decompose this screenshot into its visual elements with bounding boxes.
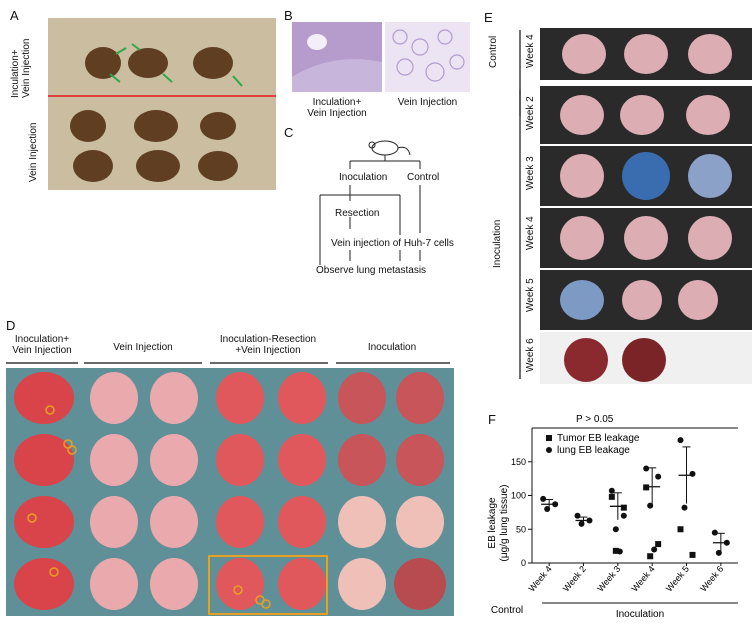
tissue-b2 <box>134 110 178 142</box>
lung-point <box>655 473 662 480</box>
he-image-right <box>385 22 470 92</box>
node-inoculation: Inoculation <box>339 172 388 183</box>
lung-point <box>620 512 627 519</box>
lung-grid <box>14 372 446 610</box>
panel-a-photo <box>48 18 276 190</box>
x-axis: Week 4 Week 2 Week 3 Week 4 Week 5 Week 6 <box>527 562 738 594</box>
panel-c-label: C <box>284 125 294 140</box>
panel-f-chart: P > 0.05 Tumor EB leakage lung EB leakag… <box>487 414 738 620</box>
e-week-label-2: Week 3 <box>525 156 536 190</box>
lung-point <box>689 470 696 477</box>
panel-a-row2-label: Vein Injection <box>28 122 39 183</box>
tissue-c3 <box>198 151 238 181</box>
panel-e-label: E <box>484 10 493 25</box>
lung-point <box>574 512 581 519</box>
group-label-4: Inoculation <box>367 342 417 353</box>
e-control-label: Control <box>488 35 499 68</box>
x-tick-label: Week 4 <box>630 564 657 594</box>
group-label-2: Vein Injection <box>113 342 173 353</box>
flow-lines <box>319 155 421 265</box>
panel-e-figure <box>519 28 752 384</box>
y-axis-label-line2: (μg/g lung tissue) <box>499 485 510 562</box>
lung-point <box>540 495 547 502</box>
tumor-point <box>689 551 696 558</box>
lung-point <box>612 526 619 533</box>
tumor-point <box>612 547 619 554</box>
y-tick-label: 0 <box>521 558 526 568</box>
x-tick-label: Week 2 <box>561 564 588 594</box>
e-week-label-3: Week 4 <box>525 216 536 250</box>
legend-tumor-label: Tumor EB leakage <box>557 433 640 444</box>
highlight-box <box>208 555 328 615</box>
e-inoculation-label: Inoculation <box>492 219 503 268</box>
lung-point <box>677 437 684 444</box>
tumor-circles <box>27 405 271 609</box>
chart-marks <box>540 437 730 560</box>
legend-circle-marker <box>546 447 552 453</box>
legend-lung-label: lung EB leakage <box>557 445 630 456</box>
tumor-point <box>677 526 684 533</box>
lung-point <box>711 529 718 536</box>
e-lungs <box>560 34 732 382</box>
panel-a-tissues <box>48 43 276 182</box>
tissue-a1 <box>85 47 121 79</box>
y-tick-label: 50 <box>516 524 526 534</box>
tissue-c2 <box>136 150 180 182</box>
x-tick-label: Week 3 <box>595 564 622 594</box>
tissue-a3 <box>193 47 233 79</box>
panel-b-label: B <box>284 8 293 23</box>
lung-point <box>643 465 650 472</box>
panel-a-label: A <box>10 8 19 23</box>
tumor-point <box>620 504 627 511</box>
tumor-point <box>608 493 615 500</box>
mouse-icon <box>368 140 411 156</box>
pvalue-text: P > 0.05 <box>576 414 614 425</box>
tissue-b1 <box>70 110 106 142</box>
group-label-1: Inoculation+ Vein Injection <box>12 334 72 356</box>
panel-f-label: F <box>488 412 496 427</box>
green-arrows <box>109 43 243 87</box>
group-underlines <box>6 362 450 364</box>
panel-c-flowchart <box>319 140 421 265</box>
node-observe: Observe lung metastasis <box>316 265 427 276</box>
lung-point <box>608 487 615 494</box>
legend-square-marker <box>546 435 552 441</box>
lung-point <box>651 546 658 553</box>
x-tick-label: Week 4 <box>527 564 554 594</box>
y-axis-label-line1: EB leakage <box>487 497 498 549</box>
node-vein-injection: Vein injection of Huh-7 cells <box>331 238 454 249</box>
tissue-b3 <box>200 112 236 140</box>
y-tick-label: 100 <box>511 491 526 501</box>
node-control: Control <box>407 172 440 183</box>
tissue-a2 <box>128 48 168 78</box>
group-control-label: Control <box>491 605 523 616</box>
lung-point <box>715 549 722 556</box>
tissue-c1 <box>73 150 113 182</box>
e-week-label-4: Week 5 <box>525 278 536 312</box>
e-week-label-5: Week 6 <box>525 338 536 372</box>
lung-point <box>681 504 688 511</box>
panel-b-left-caption: Inculation+ Vein Injection <box>307 97 367 119</box>
node-resection: Resection <box>335 208 380 219</box>
y-tick-label: 150 <box>511 457 526 467</box>
lung-point <box>616 548 623 555</box>
x-tick-label: Week 5 <box>664 564 691 594</box>
e-week-label-1: Week 2 <box>525 96 536 130</box>
tumor-point <box>643 484 650 491</box>
tumor-point <box>647 553 654 560</box>
panel-d-photo-grid <box>6 368 454 616</box>
legend: Tumor EB leakage lung EB leakage <box>546 433 640 456</box>
panel-d-label: D <box>6 318 16 333</box>
panel-b-right-caption: Vein Injection <box>397 97 458 108</box>
panel-a-row1-label: Inculation+ Vein Injection <box>10 38 32 99</box>
e-week-label-0: Week 4 <box>525 34 536 68</box>
he-image-left <box>292 22 382 92</box>
group-label-3: Inoculation-Resection +Vein Injection <box>219 334 317 356</box>
tumor-point <box>655 541 662 548</box>
group-inoculation-label: Inoculation <box>616 609 664 620</box>
x-tick-label: Week 6 <box>698 564 725 594</box>
y-axis: 0 50 100 150 <box>511 428 533 568</box>
